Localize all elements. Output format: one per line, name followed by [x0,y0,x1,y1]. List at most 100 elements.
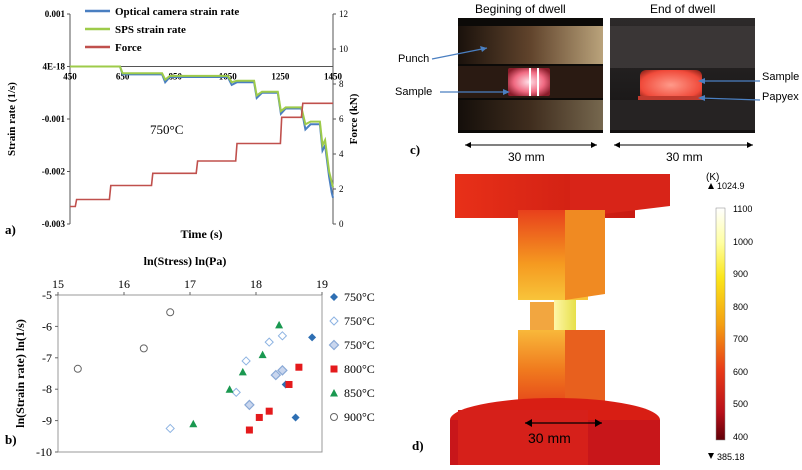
right-tick-label: 12 [339,9,348,19]
upper-punch-side [565,210,605,300]
scatter-point [295,363,303,371]
y-tick-label: -7 [42,351,52,365]
colorbar-tick-label: 800 [733,301,749,312]
colorbar-tick-label: 500 [733,399,749,410]
panel-b-chart: 15 16 17 18 19 -5 -6 -7 -8 -9 -10 ln(Stress) ln(Pa)… [0,245,385,465]
bottom-electrode-front [458,410,588,465]
panel-d-letter: d) [412,438,424,453]
colorbar-max: 1024.9 [717,181,745,191]
scale-label-d: 30 mm [528,430,571,446]
max-marker-icon [708,183,714,189]
scatter-point [285,380,293,388]
panel-c-letter: c) [410,142,421,157]
colorbar-min: 385.18 [717,452,745,462]
panel-d-simulation [430,170,802,465]
scalebar-right-end-b [747,142,753,148]
panel-b-letter: b) [5,432,17,447]
right-tick-label: 2 [339,184,344,194]
legend-label: Force [115,42,142,54]
colorbar-unit: (K) [706,172,720,183]
colorbar-tick-label: 600 [733,366,749,377]
panel-a-letter: a) [5,222,16,237]
label-punch: Punch [398,53,430,65]
label-sample-right: Sample [762,71,800,83]
right-tick-label: 10 [339,44,349,54]
scatter-point [255,413,263,421]
x-tick-label: 450 [63,72,77,82]
top-electrode-side [570,174,670,218]
x-tick-label: 650 [116,72,130,82]
legend-marker [329,316,339,326]
photo-beginning-image [458,18,603,133]
sample-block [554,300,576,332]
x-tick-label: 17 [184,277,196,291]
x-axis-title: Time (s) [180,227,222,240]
legend-marker [330,389,338,397]
colorbar-tick-label: 400 [733,432,749,442]
photo-beginning-of-dwell [458,18,603,133]
x-tick-label: 18 [250,277,262,291]
scatter-point [73,364,82,373]
y-tick-label: -5 [42,288,52,302]
series-line [70,65,334,199]
x-tick-label: 1250 [271,72,290,82]
temperature-colorbar [715,207,726,441]
x-tick-label: 16 [118,277,130,291]
arrhenius-scatter-chart: 15 16 17 18 19 -5 -6 -7 -8 -9 -10 ln(Stress) ln(Pa)… [13,254,375,459]
scatter-point [258,350,267,359]
scatter-point [166,308,175,317]
scatter-point [308,333,317,342]
legend-marker [330,413,338,421]
thermal-simulation-image [450,174,726,465]
scatter-point [225,385,234,393]
y-tick-label: -6 [42,319,52,333]
scatter-point [165,423,175,434]
left-tick-label: -0.002 [42,167,66,177]
legend-label: 750°C [344,314,375,328]
x-tick-label: 19 [316,277,328,291]
panel-a-chart: 0.001 4E-18 -0.001 -0.002 -0.003 12 10 8 6 4 2 0 450… [0,0,365,241]
scalebar-d-end-a [525,419,532,427]
y-tick-label: -10 [36,445,52,459]
photo-end-image [610,18,755,133]
scale-label-right: 30 mm [666,150,703,164]
scatter-point [277,331,288,341]
scalebar-left-end-a [465,142,471,148]
scale-label-left: 30 mm [508,150,545,164]
legend-label: 750°C [344,338,375,352]
scatter-point [277,365,288,376]
lower-punch-side [565,330,605,410]
colorbar-tick-label: 700 [733,334,749,345]
scatter-point [245,426,253,434]
legend-label: 800°C [344,362,375,376]
scatter-point [265,407,273,415]
left-tick-label: 4E-18 [43,62,66,72]
left-tick-label: -0.003 [42,219,66,229]
scatter-point [241,356,251,366]
temperature-annotation: 750°C [150,122,183,137]
legend-marker [330,293,338,301]
colorbar-tick-label: 900 [733,269,749,280]
scalebar-left-end-b [591,142,597,148]
scatter-point [275,320,284,329]
left-tick-label: -0.001 [42,114,66,124]
scatter-point [238,367,247,376]
scatter-point [291,413,300,422]
scatter-point [270,369,282,381]
series-line [70,102,333,208]
legend-marker [330,365,338,373]
scatter-point [189,419,198,428]
y-tick-label: -8 [42,382,52,396]
legend-label: 850°C [344,386,375,400]
colorbar-tick-label: 1000 [733,236,754,247]
x-tick-label: 15 [52,277,64,291]
photo-end-of-dwell [610,18,755,133]
photo-title-end: End of dwell [650,2,716,16]
photo-title-beginning: Begining of dwell [475,2,566,16]
right-tick-label: 0 [339,219,344,229]
strain-force-chart: 0.001 4E-18 -0.001 -0.002 -0.003 12 10 8 6 4 2 0 450… [6,6,360,241]
colorbar-tick-label: 1100 [733,204,753,214]
x-axis-title: ln(Stress) ln(Pa) [144,254,227,268]
right-tick-label: 4 [339,149,344,159]
right-tick-label: 6 [339,114,344,124]
